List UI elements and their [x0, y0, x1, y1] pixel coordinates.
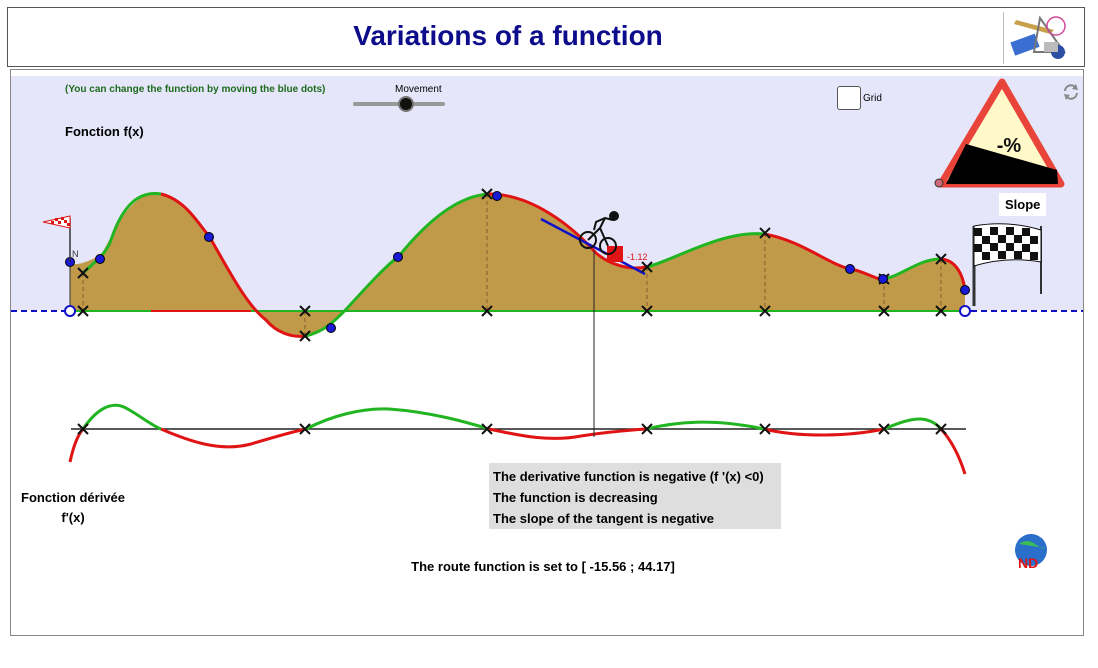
control-point[interactable]	[393, 252, 403, 262]
derivative-label: Fonction dérivée f'(x)	[21, 488, 125, 528]
slope-sign-text: -%	[997, 135, 1022, 157]
title-bar: Variations of a function	[7, 7, 1085, 67]
info-line-function: The function is decreasing	[493, 490, 658, 505]
geometry-tools-logo	[1003, 12, 1076, 64]
extremum-markers	[77, 188, 947, 342]
control-point[interactable]	[845, 264, 855, 274]
slope-sign-icon	[934, 78, 1065, 188]
route-text: The route function is set to [ -15.56 ; …	[411, 559, 675, 574]
control-point[interactable]	[878, 274, 888, 284]
applet-area[interactable]: N -1.12 -%	[10, 69, 1084, 636]
control-point[interactable]	[960, 285, 970, 295]
grid-label: Grid	[863, 93, 882, 104]
refresh-icon[interactable]	[1061, 82, 1081, 102]
finish-flag-icon	[972, 223, 1042, 306]
start-marker-label: N	[72, 249, 79, 259]
function-label: Fonction f(x)	[65, 124, 144, 139]
end-endpoint[interactable]	[959, 305, 971, 317]
info-line-derivative: The derivative function is negative (f '…	[493, 469, 764, 484]
svg-text:ND: ND	[1018, 555, 1038, 571]
hint-text: (You can change the function by moving t…	[65, 84, 326, 95]
derivative-zero-markers	[77, 423, 947, 435]
tangent-value-label: -1.12	[627, 252, 648, 262]
control-point[interactable]	[95, 254, 105, 264]
movement-label: Movement	[395, 84, 442, 95]
start-endpoint[interactable]	[64, 305, 76, 317]
derivative-label-line1: Fonction dérivée	[21, 490, 126, 505]
globe-logo-icon: ND	[1015, 534, 1047, 571]
slope-triangle	[607, 246, 623, 262]
cyclist-icon	[579, 211, 619, 255]
info-box: The derivative function is negative (f '…	[489, 463, 781, 529]
derivative-curve	[68, 403, 967, 475]
start-flag-icon	[42, 215, 71, 262]
slope-label: Slope	[999, 193, 1047, 216]
control-point[interactable]	[492, 191, 502, 201]
derivative-label-line2: f'(x)	[61, 510, 85, 525]
grid-checkbox[interactable]	[837, 86, 861, 110]
info-line-slope: The slope of the tangent is negative	[493, 511, 715, 526]
page-title: Variations of a function	[353, 20, 663, 51]
guide-lines	[82, 194, 942, 336]
area-under-function	[70, 193, 965, 337]
control-point[interactable]	[204, 232, 214, 242]
control-point[interactable]	[326, 323, 336, 333]
movement-slider[interactable]	[353, 96, 445, 112]
